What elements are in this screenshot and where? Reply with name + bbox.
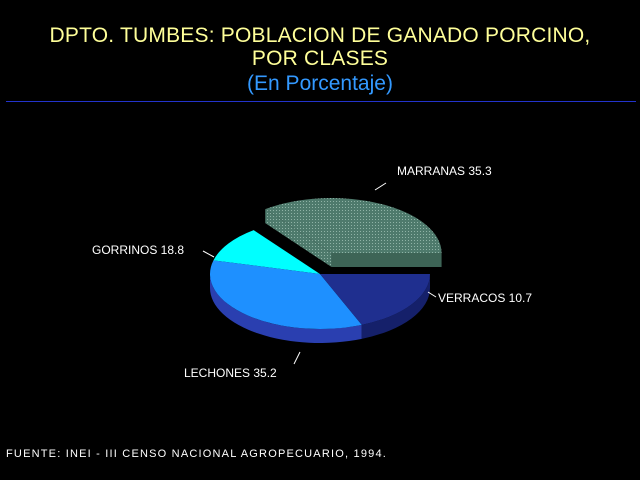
chart-title-line2: POR CLASES xyxy=(251,47,389,70)
pie-side-gorrinos xyxy=(361,274,430,339)
slice-label-marranas: MARRANAS 35.3 xyxy=(397,164,492,178)
pie-cut-marranas xyxy=(265,209,332,268)
pie-side-lechones xyxy=(210,274,362,343)
slice-label-verracos: VERRACOS 10.7 xyxy=(438,291,532,305)
pie-slice-lechones xyxy=(210,260,362,329)
leader-line-lechones xyxy=(293,351,301,365)
slice-label-gorrinos: GORRINOS 18.8 xyxy=(92,243,184,257)
pie-slice-marranas xyxy=(265,198,442,254)
chart-title-line1: DPTO. TUMBES: POBLACION DE GANADO PORCIN… xyxy=(49,24,591,47)
pie-cut-front-marranas xyxy=(331,253,442,268)
leader-line-marranas xyxy=(374,182,387,191)
source-note: FUENTE: INEI - III CENSO NACIONAL AGROPE… xyxy=(6,448,388,460)
leader-line-verracos xyxy=(427,291,437,298)
leader-line-gorrinos xyxy=(202,250,215,258)
pie-slice-gorrinos xyxy=(320,274,430,325)
pie-slice-verracos xyxy=(213,230,320,274)
title-divider xyxy=(6,101,636,102)
slice-label-lechones: LECHONES 35.2 xyxy=(184,366,277,380)
chart-subtitle: (En Porcentaje) xyxy=(247,72,393,95)
